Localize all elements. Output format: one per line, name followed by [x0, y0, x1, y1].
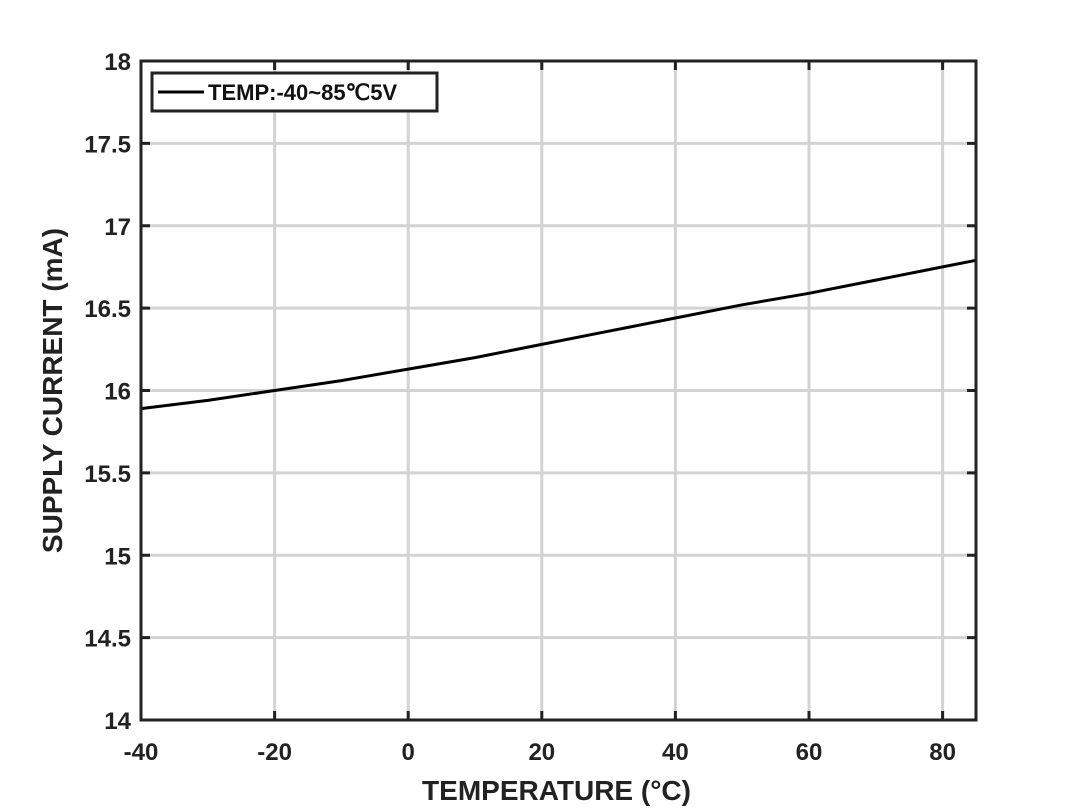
y-tick-label: 17 — [104, 214, 131, 241]
ticks — [139, 59, 976, 722]
series-line — [140, 258, 977, 411]
x-tick-label: 0 — [402, 739, 415, 766]
y-tick-label: 18 — [104, 49, 131, 76]
legend-label: TEMP:-40~85℃5V — [208, 80, 397, 105]
x-tick-label: -40 — [124, 739, 159, 766]
y-tick-label: 15 — [104, 543, 131, 570]
y-tick-label: 16 — [104, 379, 131, 406]
x-axis-title: TEMPERATURE (°C) — [422, 775, 691, 806]
x-tick-label: -20 — [257, 739, 292, 766]
y-tick-labels: 14 14.5 15 15.5 16 16.5 17 17.5 18 — [84, 49, 131, 735]
x-tick-label: 60 — [796, 739, 823, 766]
y-tick-label: 16.5 — [84, 296, 131, 323]
x-tick-labels: -40 -20 0 20 40 60 80 — [124, 739, 956, 766]
y-tick-label: 14.5 — [84, 626, 131, 653]
series-lines — [140, 258, 977, 411]
y-tick-label: 14 — [104, 708, 131, 735]
x-tick-label: 40 — [662, 739, 689, 766]
x-tick-label: 80 — [929, 739, 956, 766]
y-tick-label: 15.5 — [84, 461, 131, 488]
y-axis-title: SUPPLY CURRENT (mA) — [37, 228, 68, 553]
x-tick-label: 20 — [528, 739, 555, 766]
legend: TEMP:-40~85℃5V — [150, 71, 439, 113]
y-tick-label: 17.5 — [84, 131, 131, 158]
